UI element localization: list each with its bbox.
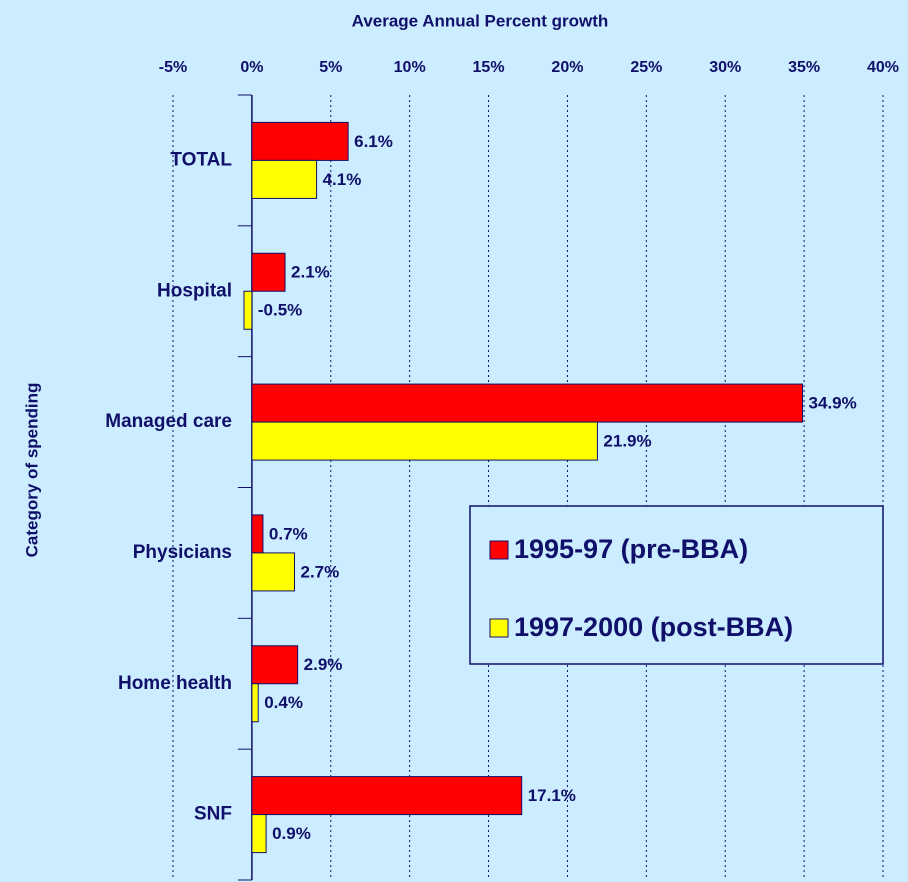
value-label: 21.9% (603, 432, 651, 451)
y-tick-label: TOTAL (170, 149, 232, 170)
bar (251, 383, 804, 423)
value-label: -0.5% (258, 301, 302, 320)
bar (251, 814, 267, 854)
bar (251, 421, 598, 461)
value-label: 6.1% (354, 132, 393, 151)
x-tick-label: 0% (240, 59, 263, 76)
value-label: 2.7% (300, 562, 339, 581)
value-label: 4.1% (323, 170, 362, 189)
x-tick-label: 25% (630, 59, 662, 76)
bar (251, 645, 299, 685)
bar (251, 683, 259, 723)
y-tick-label: Home health (118, 673, 232, 694)
legend-box (469, 505, 884, 665)
x-tick-label: -5% (159, 59, 187, 76)
x-tick-label: 5% (319, 59, 342, 76)
value-label: 0.4% (264, 693, 303, 712)
bar (251, 552, 295, 592)
legend-swatch (489, 618, 509, 638)
x-tick-label: 15% (473, 59, 505, 76)
legend-label: 1997-2000 (post-BBA) (514, 612, 793, 642)
legend-label: 1995-97 (pre-BBA) (514, 534, 748, 564)
bar (251, 121, 349, 161)
legend-swatch (489, 540, 509, 560)
x-tick-label: 10% (394, 59, 426, 76)
bar (251, 776, 523, 816)
value-label: 17.1% (528, 786, 576, 805)
value-label: 0.7% (269, 524, 308, 543)
bar (243, 290, 253, 330)
bar (251, 159, 318, 199)
value-label: 2.9% (304, 655, 343, 674)
value-label: 2.1% (291, 263, 330, 282)
x-tick-label: 20% (551, 59, 583, 76)
x-tick-label: 35% (788, 59, 820, 76)
bar (251, 252, 286, 292)
x-tick-label: 30% (709, 59, 741, 76)
bar (251, 514, 264, 554)
y-tick-label: SNF (194, 804, 232, 825)
x-tick-label: 40% (867, 59, 899, 76)
y-axis-label: Category of spending (22, 383, 41, 558)
y-tick-label: Managed care (105, 411, 232, 432)
y-tick-label: Hospital (157, 280, 232, 301)
chart-title: Average Annual Percent growth (352, 11, 609, 30)
y-tick-label: Physicians (133, 542, 232, 563)
value-label: 0.9% (272, 824, 311, 843)
value-label: 34.9% (809, 394, 857, 413)
